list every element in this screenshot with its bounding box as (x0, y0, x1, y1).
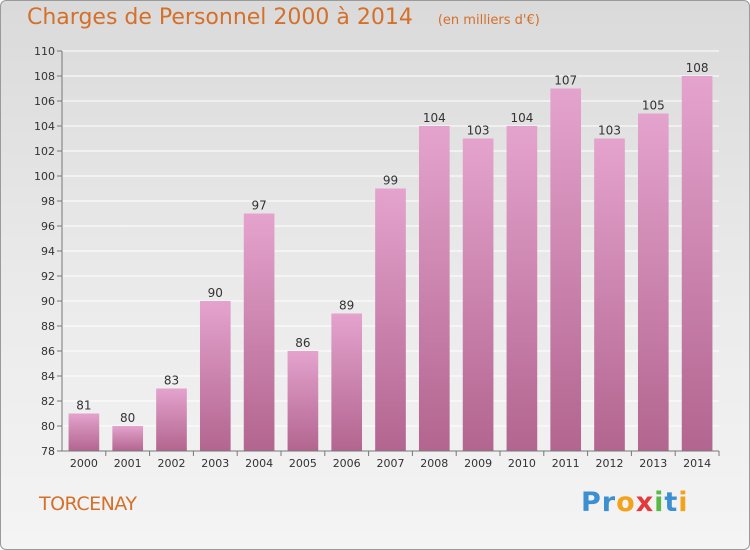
bar-value-label: 83 (164, 374, 179, 388)
bar-value-label: 104 (510, 111, 533, 125)
y-tick-label: 80 (41, 420, 55, 433)
chart-subtitle: (en milliers d'€) (437, 13, 540, 28)
x-tick-label: 2011 (552, 457, 580, 470)
x-tick-label: 2000 (70, 457, 98, 470)
bar-value-label: 97 (251, 199, 266, 213)
bar (418, 126, 450, 451)
y-tick-label: 106 (34, 95, 55, 108)
bar (112, 426, 144, 451)
axes (57, 50, 720, 456)
x-tick-label: 2003 (201, 457, 229, 470)
x-tick-label: 2013 (639, 457, 667, 470)
y-tick-label: 108 (34, 70, 55, 83)
logo-letter: o (616, 487, 636, 518)
bar-value-label: 89 (339, 299, 354, 313)
x-tick-label: 2002 (158, 457, 186, 470)
y-tick-label: 98 (41, 195, 55, 208)
logo-letter: i (678, 487, 689, 518)
x-tick-label: 2010 (508, 457, 536, 470)
x-tick-label: 2005 (289, 457, 317, 470)
y-tick-label: 84 (41, 370, 55, 383)
logo-letter: i (654, 487, 665, 518)
x-tick-label: 2007 (377, 457, 405, 470)
x-tick-label: 2014 (683, 457, 711, 470)
y-tick-label: 88 (41, 320, 55, 333)
x-tick-label: 2012 (596, 457, 624, 470)
bar-value-label: 105 (642, 99, 665, 113)
x-tick-label: 2006 (333, 457, 361, 470)
bar (199, 301, 231, 451)
y-tick-label: 94 (41, 245, 55, 258)
y-tick-label: 100 (34, 170, 55, 183)
bar-value-label: 107 (554, 74, 577, 88)
y-tick-label: 104 (34, 120, 55, 133)
bar-value-label: 103 (598, 124, 621, 138)
bar (462, 138, 494, 451)
bar-value-label: 81 (76, 399, 91, 413)
y-tick-label: 110 (34, 45, 55, 58)
bar-value-label: 103 (467, 124, 490, 138)
bar-value-label: 86 (295, 336, 310, 350)
bar (506, 126, 538, 451)
bar-value-label: 108 (686, 61, 709, 75)
commune-name: TORCENAY (39, 493, 137, 515)
bar (637, 113, 669, 451)
x-tick-label: 2001 (114, 457, 142, 470)
proxiti-logo[interactable]: Proxiti (581, 487, 689, 518)
logo-letter: t (664, 487, 679, 518)
bar-value-label: 90 (208, 286, 223, 300)
x-tick-label: 2008 (420, 457, 448, 470)
bar (287, 351, 319, 451)
chart-title-text: Charges de Personnel 2000 à 2014 (27, 5, 413, 30)
y-tick-label: 92 (41, 270, 55, 283)
bar (331, 313, 363, 451)
bar (68, 413, 100, 451)
bar-value-label: 104 (423, 111, 446, 125)
labels: 78 80 82 84 86 88 90 92 94 96 98 100 102 104 106 108 110… (34, 45, 711, 470)
x-tick-label: 2009 (464, 457, 492, 470)
y-tick-label: 96 (41, 220, 55, 233)
chart-title: Charges de Personnel 2000 à 2014 (en mil… (27, 5, 540, 30)
bar (243, 213, 275, 451)
bar (681, 76, 713, 451)
y-tick-label: 86 (41, 345, 55, 358)
logo-letter: P (581, 487, 602, 518)
bar-value-label: 80 (120, 411, 135, 425)
bars (68, 76, 713, 451)
logo-letter: r (601, 487, 617, 518)
y-tick-label: 82 (41, 395, 55, 408)
y-tick-label: 102 (34, 145, 55, 158)
x-tick-label: 2004 (245, 457, 273, 470)
bar (156, 388, 187, 451)
bar (594, 138, 625, 451)
bar (375, 188, 406, 451)
bar (550, 88, 582, 451)
y-tick-label: 90 (41, 295, 55, 308)
y-tick-label: 78 (41, 445, 55, 458)
bar-value-label: 99 (383, 174, 398, 188)
logo-letter: x (635, 487, 655, 518)
